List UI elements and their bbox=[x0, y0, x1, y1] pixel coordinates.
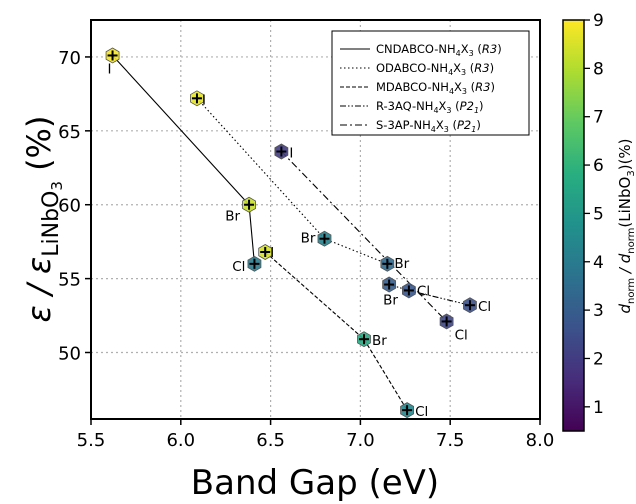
legend-label-part: ) bbox=[490, 80, 495, 94]
point-label: I bbox=[289, 146, 293, 162]
y-tick-label: 55 bbox=[58, 270, 81, 291]
legend-label-part: R3 bbox=[475, 80, 490, 94]
point-label: Br bbox=[372, 333, 387, 349]
legend: CNDABCO-NH4X3 (R3) ODABCO-NH4X3 (R3) MDABC… bbox=[332, 31, 529, 135]
colorbar-label-sub1: norm bbox=[626, 278, 636, 304]
legend-label: S-3AP-NH4X3 (P21) bbox=[376, 118, 481, 134]
colorbar-tick-label: 8 bbox=[593, 59, 604, 79]
legend-label-part: ( bbox=[452, 99, 460, 113]
legend-label: CNDABCO-NH4X3 (R3) bbox=[376, 42, 502, 58]
colorbar-tick-label: 4 bbox=[593, 253, 604, 273]
point-label: Cl bbox=[417, 283, 430, 299]
data-point bbox=[318, 231, 331, 246]
legend-label-part: ) bbox=[476, 118, 481, 132]
legend-label-part: X bbox=[439, 99, 447, 113]
point-label: Cl bbox=[232, 259, 245, 275]
data-point bbox=[402, 283, 415, 298]
legend-label: ODABCO-NH4X3 (R3) bbox=[376, 61, 494, 77]
y-tick-label: 70 bbox=[58, 48, 81, 69]
legend-label-part: R3 bbox=[474, 61, 489, 75]
point-label: I bbox=[108, 61, 112, 77]
y-tick-label: 50 bbox=[58, 344, 81, 365]
legend-label-part: X bbox=[436, 118, 444, 132]
data-point bbox=[381, 256, 394, 271]
legend-label-part: ) bbox=[497, 42, 502, 56]
legend-label-part: S-3AP-NH bbox=[376, 118, 431, 132]
legend-label-part: X bbox=[453, 61, 461, 75]
legend-label-part: CNDABCO-NH bbox=[376, 42, 456, 56]
point-label: Cl bbox=[478, 299, 491, 315]
data-point bbox=[383, 277, 396, 292]
legend-label-part: ) bbox=[490, 61, 495, 75]
point-label: Br bbox=[301, 231, 316, 247]
legend-label-part: ( bbox=[449, 118, 457, 132]
svg-text:dnorm / dnorm(LiNbO3)(%): dnorm / dnorm(LiNbO3)(%) bbox=[616, 138, 636, 313]
colorbar-tick-label: 7 bbox=[593, 108, 604, 128]
x-tick-label: 6.5 bbox=[256, 430, 285, 451]
y-axis-label: ε / εLiNbO3 (%) bbox=[20, 116, 66, 323]
colorbar-tick-label: 1 bbox=[593, 398, 604, 418]
y-axis-label-main: ε / ε bbox=[20, 257, 58, 323]
data-point bbox=[243, 197, 256, 212]
colorbar-tick-label: 9 bbox=[593, 11, 604, 31]
legend-label-part: P2 bbox=[457, 118, 471, 132]
y-axis-label-subsub: 3 bbox=[48, 181, 66, 191]
colorbar-tick-label: 5 bbox=[593, 204, 604, 224]
x-tick-label: 5.5 bbox=[77, 430, 106, 451]
point-label: I bbox=[202, 92, 206, 108]
legend-label-part: X bbox=[461, 42, 469, 56]
colorbar-label: dnorm / dnorm(LiNbO3)(%) bbox=[616, 138, 636, 313]
colorbar-ticks: 1 2 3 4 5 6 7 8 9 bbox=[584, 11, 604, 418]
point-label: I bbox=[270, 245, 274, 261]
legend-label-part: ( bbox=[467, 80, 475, 94]
legend-label-part: ( bbox=[474, 42, 482, 56]
data-point bbox=[463, 298, 476, 313]
legend-label-part: MDABCO-NH bbox=[376, 80, 449, 94]
legend-label-part: ODABCO-NH bbox=[376, 61, 448, 75]
colorbar-label-paren: (LiNbO bbox=[616, 177, 634, 228]
data-point bbox=[248, 256, 261, 271]
legend-label-part: ) bbox=[479, 99, 484, 113]
colorbar-label-d1: d bbox=[616, 304, 634, 314]
point-label: Br bbox=[225, 209, 240, 225]
svg-text:ε / εLiNbO3 (%): ε / εLiNbO3 (%) bbox=[20, 116, 66, 323]
colorbar-gradient bbox=[563, 20, 584, 431]
y-axis-label-unit: (%) bbox=[20, 116, 58, 182]
colorbar-label-d2: / d bbox=[616, 253, 634, 278]
colorbar-tick-label: 3 bbox=[593, 301, 604, 321]
colorbar-label-sub2: norm bbox=[626, 228, 636, 254]
x-tick-label: 6.0 bbox=[166, 430, 195, 451]
point-label: Cl bbox=[415, 404, 428, 420]
point-label: Br bbox=[383, 293, 398, 309]
x-tick-label: 8.0 bbox=[526, 430, 555, 451]
y-tick-label: 65 bbox=[58, 122, 81, 143]
legend-label: MDABCO-NH4X3 (R3) bbox=[376, 80, 495, 96]
y-axis-label-sub: LiNbO bbox=[39, 191, 64, 257]
point-label: Cl bbox=[455, 327, 468, 343]
colorbar-tick-label: 6 bbox=[593, 156, 604, 176]
legend-label-part: X bbox=[454, 80, 462, 94]
x-axis-ticks: 5.5 6.0 6.5 7.0 7.5 8.0 bbox=[77, 419, 555, 451]
colorbar-tick-label: 2 bbox=[593, 349, 604, 369]
data-point bbox=[275, 144, 288, 159]
legend-label-part: P2 bbox=[460, 99, 474, 113]
x-tick-label: 7.5 bbox=[436, 430, 465, 451]
point-label: Br bbox=[394, 256, 409, 272]
legend-label: R-3AQ-NH4X3 (P21) bbox=[376, 99, 484, 115]
legend-label-part: R-3AQ-NH bbox=[376, 99, 433, 113]
data-point bbox=[401, 403, 414, 418]
colorbar-label-end: )(%) bbox=[616, 138, 634, 170]
colorbar: 1 2 3 4 5 6 7 8 9 bbox=[563, 11, 604, 431]
x-tick-label: 7.0 bbox=[346, 430, 375, 451]
x-axis-label: Band Gap (eV) bbox=[191, 463, 439, 503]
data-point bbox=[358, 332, 371, 347]
data-point bbox=[440, 314, 453, 329]
legend-label-part: R3 bbox=[482, 42, 497, 56]
legend-label-part: ( bbox=[466, 61, 474, 75]
